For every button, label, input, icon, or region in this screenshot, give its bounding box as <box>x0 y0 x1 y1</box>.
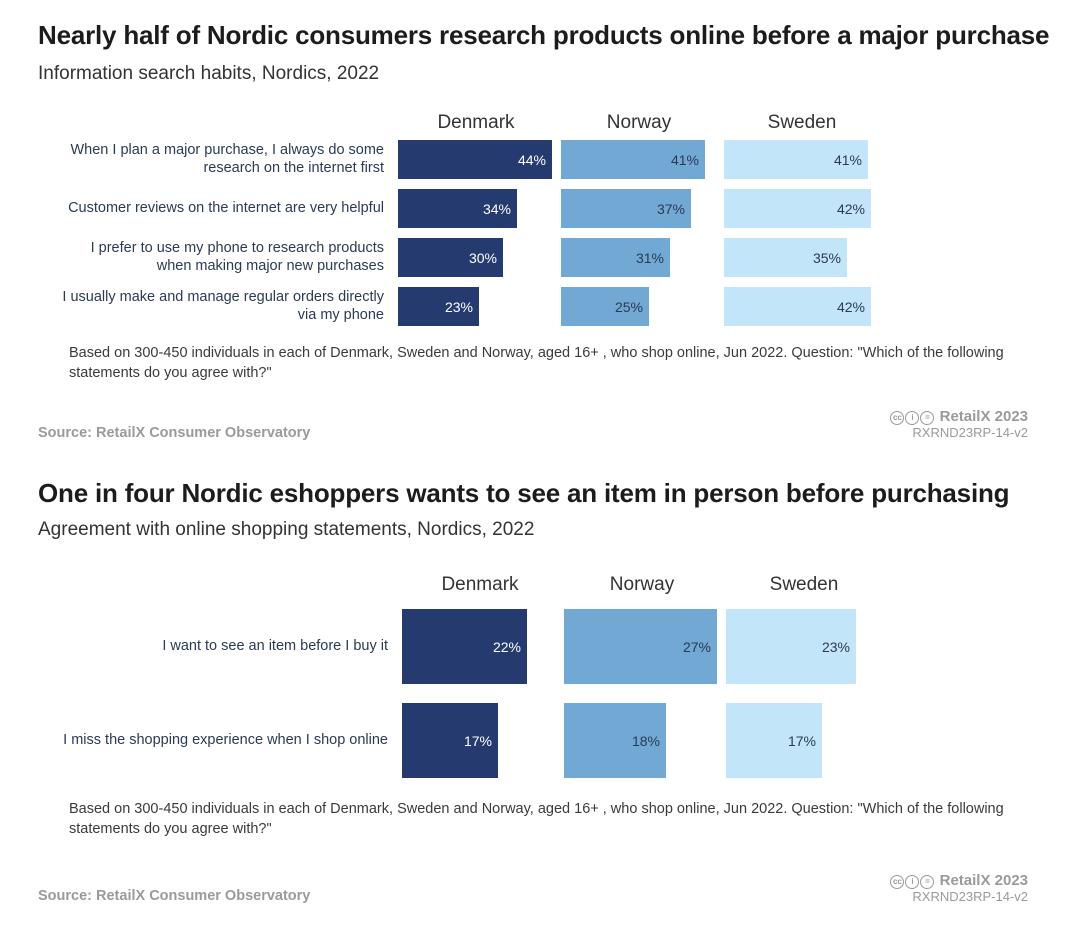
category-label-line: Customer reviews on the internet are ver… <box>68 199 384 216</box>
bar-norway: 25% <box>561 287 649 326</box>
bar-value-label: 25% <box>614 298 643 315</box>
bar-value-label: 44% <box>517 151 546 168</box>
bar-value-label: 35% <box>812 249 841 266</box>
category-label-line: research on the internet first <box>203 159 384 176</box>
category-label-line: via my phone <box>297 306 384 323</box>
category-label: Customer reviews on the internet are ver… <box>24 199 384 217</box>
bar-denmark: 23% <box>398 287 479 326</box>
cc-nc-icon: = <box>920 875 935 889</box>
category-label-line: when making major new purchases <box>156 257 384 274</box>
bar-sweden: 42% <box>724 287 871 326</box>
chart-note: Based on 300-450 individuals in each of … <box>69 801 1004 837</box>
category-label-line: I usually make and manage regular orders… <box>62 288 384 305</box>
bar-value-label: 27% <box>682 638 711 655</box>
category-label: I miss the shopping experience when I sh… <box>28 731 388 749</box>
series-header-denmark: Denmark <box>441 574 519 595</box>
category-label-line: I want to see an item before I buy it <box>162 637 388 654</box>
bar-value-label: 37% <box>656 200 685 217</box>
cc-by-icon: i <box>905 411 920 425</box>
category-label: I want to see an item before I buy it <box>28 637 388 655</box>
chart-note: Based on 300-450 individuals in each of … <box>69 345 1004 381</box>
bar-value-label: 17% <box>787 732 816 749</box>
series-header-norway: Norway <box>609 574 675 595</box>
chart-subtitle: Agreement with online shopping statement… <box>38 519 535 540</box>
bar-denmark: 30% <box>398 238 503 277</box>
category-label-line: I prefer to use my phone to research pro… <box>90 239 384 256</box>
brand-block: cc i = RetailX 2023 RXRND23RP-14-v2 <box>890 872 1028 904</box>
bar-sweden: 42% <box>724 189 871 228</box>
report-code: RXRND23RP-14-v2 <box>912 425 1028 440</box>
chart-source: Source: RetailX Consumer Observatory <box>38 888 311 904</box>
bar-norway: 37% <box>561 189 691 228</box>
category-label: I usually make and manage regular orders… <box>24 288 384 324</box>
bar-sweden: 17% <box>726 703 822 778</box>
bar-denmark: 34% <box>398 189 517 228</box>
bar-norway: 31% <box>561 238 670 277</box>
chart-source: Source: RetailX Consumer Observatory <box>38 425 311 441</box>
bar-denmark: 44% <box>398 140 552 179</box>
bar-sweden: 35% <box>724 238 847 277</box>
bar-value-label: 18% <box>631 732 660 749</box>
category-label-line: I miss the shopping experience when I sh… <box>63 731 388 748</box>
bar-sweden: 41% <box>724 140 868 179</box>
category-label-line: When I plan a major purchase, I always d… <box>70 141 384 158</box>
bar-denmark: 22% <box>402 609 527 684</box>
brand-name: RetailX 2023 <box>939 408 1028 425</box>
bar-norway: 41% <box>561 140 705 179</box>
bar-value-label: 22% <box>492 638 521 655</box>
bar-norway: 18% <box>564 703 666 778</box>
chart-panel-2: One in four Nordic eshoppers wants to se… <box>0 458 1080 936</box>
report-code: RXRND23RP-14-v2 <box>912 889 1028 904</box>
bar-value-label: 23% <box>444 298 473 315</box>
cc-by-icon: i <box>905 875 920 889</box>
bar-value-label: 17% <box>463 732 492 749</box>
chart-title: Nearly half of Nordic consumers research… <box>38 20 1050 50</box>
bar-value-label: 31% <box>635 249 664 266</box>
brand-block: cc i = RetailX 2023 RXRND23RP-14-v2 <box>890 408 1028 440</box>
cc-license-icon: cc <box>890 411 905 425</box>
cc-nc-icon: = <box>920 411 935 425</box>
chart-title: One in four Nordic eshoppers wants to se… <box>38 478 1010 508</box>
bar-denmark: 17% <box>402 703 498 778</box>
category-label: When I plan a major purchase, I always d… <box>24 141 384 177</box>
bar-value-label: 41% <box>833 151 862 168</box>
bar-norway: 27% <box>564 609 717 684</box>
series-header-denmark: Denmark <box>437 112 515 133</box>
bar-value-label: 30% <box>468 249 497 266</box>
bar-value-label: 34% <box>482 200 511 217</box>
series-header-sweden: Sweden <box>767 112 837 133</box>
series-header-norway: Norway <box>606 112 672 133</box>
chart-subtitle: Information search habits, Nordics, 2022 <box>38 63 380 84</box>
bar-value-label: 42% <box>836 200 865 217</box>
cc-license-icon: cc <box>890 875 905 889</box>
bar-value-label: 41% <box>670 151 699 168</box>
bar-value-label: 42% <box>836 298 865 315</box>
bar-value-label: 23% <box>821 638 850 655</box>
brand-name: RetailX 2023 <box>939 872 1028 889</box>
bar-sweden: 23% <box>726 609 856 684</box>
series-header-sweden: Sweden <box>769 574 839 595</box>
category-label: I prefer to use my phone to research pro… <box>24 239 384 275</box>
chart-panel-1: Nearly half of Nordic consumers research… <box>0 0 1080 460</box>
